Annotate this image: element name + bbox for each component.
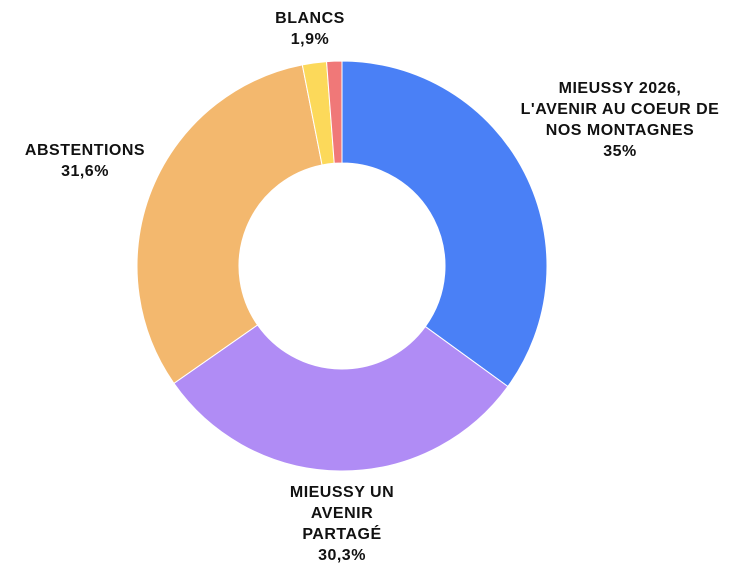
category-label: MIEUSSY 2026, L'AVENIR AU COEUR DE NOS M… [520,80,720,139]
slice-label: MIEUSSY UN AVENIR PARTAGÉ 30,3% [272,482,412,566]
value-label: 30,3% [318,547,366,564]
slice-label: ABSTENTIONS 31,6% [10,140,160,182]
donut-slice [341,60,548,388]
value-label: 35% [603,143,637,160]
donut-slice [173,324,509,472]
donut-slice [326,60,343,164]
slice-label: MIEUSSY 2026, L'AVENIR AU COEUR DE NOS M… [520,78,720,162]
category-label: BLANCS [275,10,345,27]
value-label: 31,6% [61,163,109,180]
donut-slice [136,64,323,385]
category-label: MIEUSSY UN AVENIR PARTAGÉ [289,484,395,543]
value-label: 1,9% [290,31,330,48]
category-label: ABSTENTIONS [24,142,146,159]
slice-label: BLANCS 1,9% [260,8,360,50]
